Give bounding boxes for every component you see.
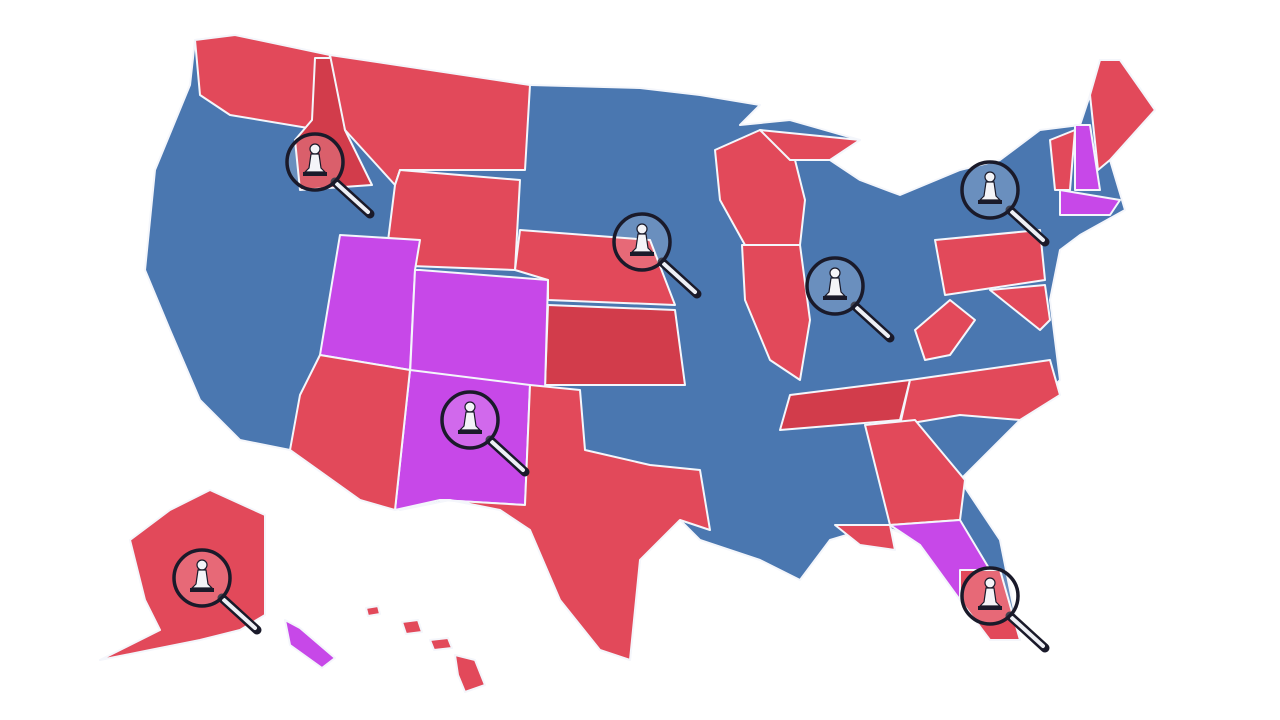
states-layer (99, 34, 1156, 693)
region-pennsylvania (934, 229, 1046, 296)
magnifier-chess-pawn-icon (440, 390, 530, 477)
region-kansas (544, 304, 686, 386)
region-arizona (289, 354, 411, 511)
magnifier-chess-pawn-icon (612, 212, 702, 299)
region-upper-michigan (759, 129, 861, 161)
region-florida-panhandle (834, 524, 896, 551)
region-tennessee (779, 379, 911, 431)
magnifier-chess-pawn-icon (960, 160, 1050, 247)
region-alaska-panhandle (284, 619, 336, 669)
region-new-hampshire (1074, 124, 1101, 191)
region-hawaii-2 (401, 619, 423, 635)
magnifier-chess-pawn-icon (960, 566, 1050, 653)
magnifier-chess-pawn-icon (172, 548, 262, 635)
region-hawaii-3 (429, 637, 453, 651)
region-illinois (741, 244, 811, 381)
region-maryland (989, 284, 1051, 331)
region-west-virginia (914, 299, 976, 361)
markers-layer (172, 132, 1050, 653)
region-vermont (1049, 129, 1076, 191)
region-georgia (864, 419, 966, 526)
magnifier-chess-pawn-icon (285, 132, 375, 219)
region-massachusetts (1059, 189, 1121, 216)
region-hawaii-4 (454, 654, 486, 693)
region-maine (1089, 59, 1156, 171)
region-alaska (99, 489, 266, 661)
magnifier-chess-pawn-icon (805, 256, 895, 343)
region-hawaii-1 (365, 605, 381, 617)
region-texas (439, 384, 711, 661)
